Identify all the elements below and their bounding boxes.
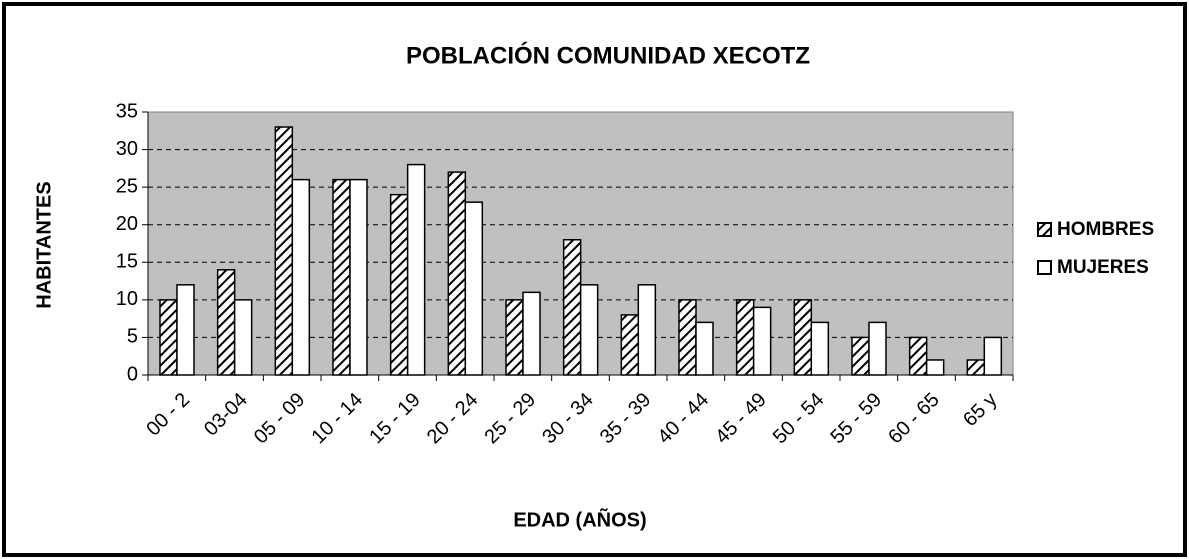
bar — [925, 359, 945, 376]
bar — [505, 299, 524, 376]
y-tick-label: 20 — [116, 213, 138, 235]
bar — [216, 269, 236, 376]
bar — [868, 321, 887, 376]
bar — [522, 291, 541, 376]
y-tick-label: 30 — [116, 138, 138, 160]
x-axis-label: EDAD (AÑOS) — [513, 508, 646, 531]
legend-swatch — [1037, 260, 1052, 275]
bar — [579, 284, 599, 376]
chart-title: POBLACIÓN COMUNIDAD XECOTZ — [406, 41, 810, 69]
legend-label: MUJERES — [1057, 257, 1149, 278]
bar — [389, 193, 409, 376]
bar — [332, 178, 351, 376]
bar — [851, 336, 870, 376]
legend-swatch — [1037, 222, 1052, 237]
bar — [908, 336, 928, 376]
legend-label: HOMBRES — [1057, 219, 1154, 240]
y-tick-label: 25 — [116, 175, 138, 197]
bar — [406, 163, 426, 376]
y-tick-label: 35 — [116, 100, 138, 122]
bar — [637, 284, 657, 376]
y-tick-label: 10 — [116, 288, 138, 310]
bar — [176, 284, 195, 376]
bar — [291, 178, 311, 376]
bar — [233, 299, 253, 376]
bar — [678, 299, 697, 376]
bar — [735, 299, 755, 376]
bar — [793, 299, 813, 376]
bar — [464, 201, 484, 376]
bar — [159, 299, 178, 376]
bar — [620, 314, 640, 376]
y-tick-label: 0 — [127, 363, 138, 385]
y-tick-label: 15 — [116, 251, 138, 273]
bar — [966, 359, 986, 376]
bar — [695, 321, 714, 376]
y-axis-label: HABITANTES — [33, 181, 55, 308]
y-tick-label: 5 — [127, 326, 138, 348]
bar — [562, 238, 582, 376]
bar — [810, 321, 830, 376]
bar — [274, 126, 294, 376]
bar — [349, 178, 368, 376]
bar — [983, 336, 1003, 376]
bar — [752, 306, 772, 376]
bar — [447, 171, 467, 376]
